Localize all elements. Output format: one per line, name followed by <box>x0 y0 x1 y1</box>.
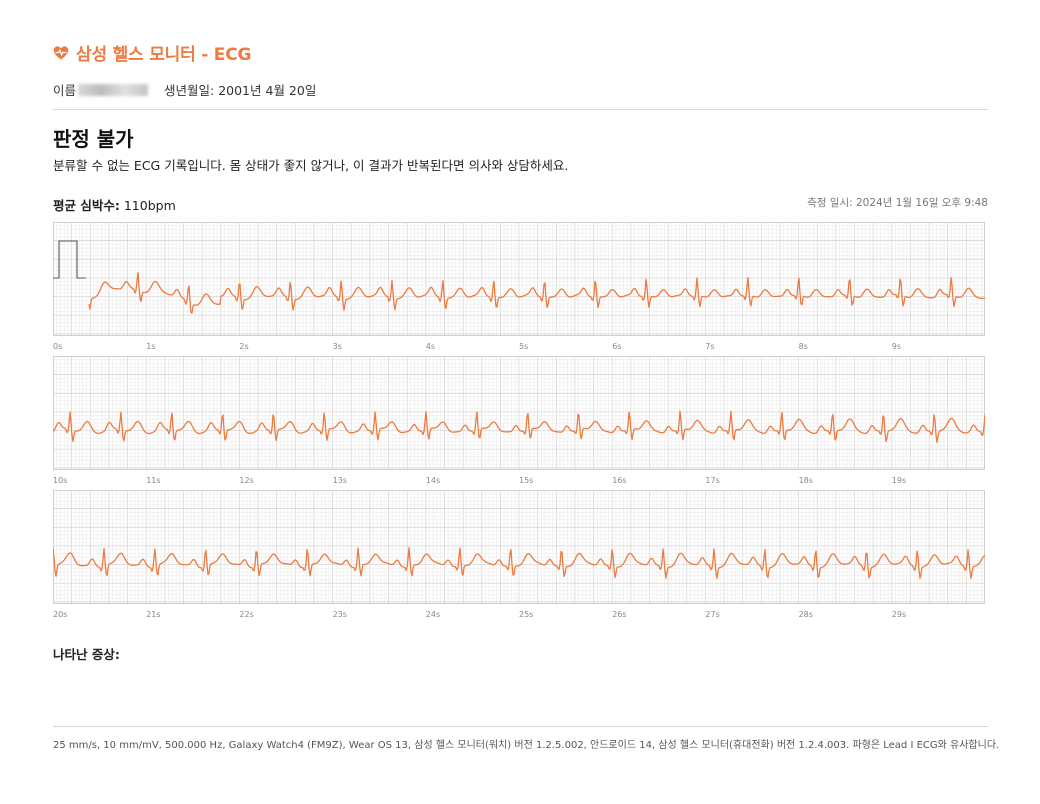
ecg-trace <box>53 547 985 579</box>
time-tick: 23s <box>332 610 347 619</box>
time-tick: 2s <box>239 342 249 351</box>
time-tick: 13s <box>332 476 347 485</box>
ecg-chart-1 <box>53 222 985 336</box>
time-tick: 25s <box>519 610 534 619</box>
time-tick: 21s <box>146 610 161 619</box>
time-tick: 15s <box>519 476 534 485</box>
ecg-strip-1 <box>53 222 985 336</box>
calibration-pulse <box>53 240 86 279</box>
ecg-grid <box>53 222 985 336</box>
time-tick: 4s <box>425 342 436 351</box>
time-tick: 6s <box>612 342 622 351</box>
time-axis-2: 10s 11s 12s 13s 14s 15s 16s 17s 18s 19s <box>53 476 985 488</box>
patient-info: 이름 생년월일: 2001년 4월 20일 <box>53 80 316 99</box>
heart-rate-value: 110bpm <box>123 198 176 213</box>
ecg-trace <box>53 410 985 443</box>
time-tick: 8s <box>798 342 808 351</box>
symptoms-label: 나타난 증상: <box>53 647 120 662</box>
time-tick: 22s <box>239 610 254 619</box>
heart-icon <box>53 45 69 59</box>
ecg-grid <box>53 490 985 604</box>
ecg-chart-3 <box>53 490 985 604</box>
ecg-chart-2 <box>53 356 985 470</box>
measurement-datetime: 측정 일시: 2024년 1월 16일 오후 9:48 <box>807 197 988 209</box>
footer-divider <box>53 726 988 727</box>
time-axis-3: 20s 21s 22s 23s 24s 25s 26s 27s 28s 29s <box>53 610 985 622</box>
heart-rate-label: 평균 심박수: <box>53 198 120 213</box>
time-tick: 10s <box>53 476 68 485</box>
device-info-footer: 25 mm/s, 10 mm/mV, 500.000 Hz, Galaxy Wa… <box>53 740 1000 751</box>
time-tick: 7s <box>705 342 715 351</box>
time-tick: 19s <box>891 476 907 485</box>
time-tick: 12s <box>239 476 254 485</box>
time-tick: 18s <box>798 476 813 485</box>
result-verdict: 판정 불가 <box>53 127 134 151</box>
time-tick: 9s <box>891 342 902 351</box>
time-tick: 24s <box>425 610 441 619</box>
time-tick: 14s <box>425 476 441 485</box>
time-tick: 5s <box>519 342 529 351</box>
time-axis-1: 0s 1s 2s 3s 4s 5s 6s 7s 8s 9s <box>53 342 985 354</box>
ecg-grid <box>53 356 985 470</box>
time-tick: 27s <box>705 610 720 619</box>
time-tick: 20s <box>53 610 68 619</box>
time-tick: 26s <box>612 610 627 619</box>
name-label: 이름 <box>53 83 77 98</box>
time-tick: 17s <box>705 476 720 485</box>
time-tick: 0s <box>53 342 63 351</box>
average-heart-rate: 평균 심박수: 110bpm <box>53 195 176 214</box>
result-description: 분류할 수 없는 ECG 기록입니다. 몸 상태가 좋지 않거나, 이 결과가 … <box>53 158 569 173</box>
time-tick: 1s <box>146 342 156 351</box>
redacted-name <box>78 83 149 96</box>
time-tick: 16s <box>612 476 627 485</box>
time-tick: 3s <box>332 342 342 351</box>
time-tick: 28s <box>798 610 813 619</box>
birth-date: 생년월일: 2001년 4월 20일 <box>164 83 317 98</box>
time-tick: 29s <box>891 610 907 619</box>
header-divider <box>53 109 988 110</box>
ecg-trace <box>88 271 985 314</box>
app-title: 삼성 헬스 모니터 - ECG <box>76 45 252 65</box>
time-tick: 11s <box>146 476 161 485</box>
ecg-strip-2 <box>53 356 985 470</box>
report-header: 삼성 헬스 모니터 - ECG <box>53 40 251 65</box>
ecg-strip-3 <box>53 490 985 604</box>
